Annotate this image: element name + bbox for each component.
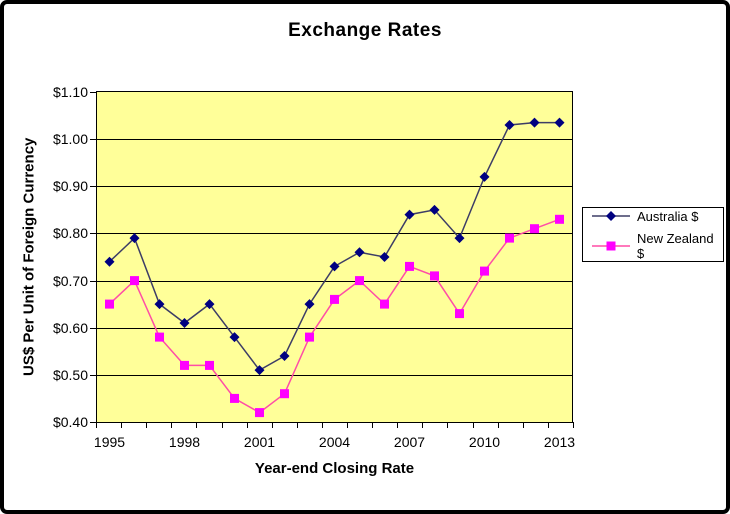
legend-item-australia: Australia $ — [592, 209, 723, 224]
new-zealand-marker-2001 — [255, 408, 264, 418]
diamond-marker-icon — [606, 211, 616, 221]
y-tick-label-0.90: $0.90 — [52, 178, 88, 194]
new-zealand-marker-2004 — [330, 294, 339, 304]
x-axis-tick — [548, 422, 549, 428]
x-axis-tick — [422, 422, 423, 428]
x-axis-tick — [322, 422, 323, 428]
square-marker-icon — [606, 241, 616, 250]
y-axis-tick — [90, 328, 96, 329]
legend: Australia $ New Zealand $ — [582, 207, 724, 262]
plot-area — [96, 91, 573, 423]
new-zealand-marker-2013 — [555, 214, 564, 224]
x-axis-tick — [272, 422, 273, 428]
x-axis-tick — [222, 422, 223, 428]
x-tick-label-2001: 2001 — [243, 434, 276, 450]
x-axis-tick — [372, 422, 373, 428]
australia-marker-1997 — [154, 299, 165, 310]
new-zealand-line — [108, 218, 560, 414]
new-zealand-marker-2008 — [430, 271, 439, 281]
x-tick-label-2007: 2007 — [393, 434, 426, 450]
new-zealand-marker-1998 — [180, 360, 189, 370]
x-axis-tick — [397, 422, 398, 428]
x-axis-tick — [473, 422, 474, 428]
x-axis-tick — [498, 422, 499, 428]
y-tick-label-1.00: $1.00 — [52, 131, 88, 147]
x-axis-tick — [297, 422, 298, 428]
australia-marker-2010 — [479, 171, 490, 182]
new-zealand-marker-1996 — [130, 276, 139, 286]
x-tick-label-2010: 2010 — [468, 434, 501, 450]
plot-svg — [97, 117, 572, 418]
new-zealand-marker-2007 — [405, 261, 414, 271]
new-zealand-marker-2009 — [455, 309, 464, 319]
australia-marker-2005 — [354, 247, 365, 258]
legend-item-label: New Zealand $ — [637, 230, 714, 261]
australia-marker-1998 — [179, 318, 190, 328]
new-zealand-marker-2005 — [355, 276, 364, 286]
y-axis-tick — [90, 92, 96, 93]
x-axis-tick — [171, 422, 172, 428]
australia-marker-2009 — [454, 233, 465, 244]
x-tick-label-1995: 1995 — [93, 434, 126, 450]
australia-marker-2000 — [229, 332, 240, 343]
chart-title: Exchange Rates — [288, 20, 442, 41]
y-axis-tick — [90, 186, 96, 187]
y-tick-label-0.70: $0.70 — [52, 273, 88, 289]
australia-marker-2003 — [304, 299, 315, 310]
y-axis-tick — [90, 139, 96, 140]
new-zealand-legend-swatch — [592, 241, 630, 250]
y-axis-tick — [90, 233, 96, 234]
x-tick-label-1998: 1998 — [168, 434, 201, 450]
x-axis-tick — [121, 422, 122, 428]
y-tick-label-0.40: $0.40 — [52, 414, 88, 430]
australia-marker-1995 — [104, 256, 115, 267]
x-axis-tick — [573, 422, 574, 428]
x-axis-tick — [146, 422, 147, 428]
australia-marker-1999 — [204, 299, 215, 310]
australia-marker-2013 — [554, 117, 565, 128]
x-axis-tick — [96, 422, 97, 428]
new-zealand-marker-2010 — [480, 266, 489, 276]
legend-item-label: Australia $ — [637, 208, 699, 224]
x-axis-tick — [196, 422, 197, 428]
new-zealand-marker-2012 — [530, 224, 539, 234]
australia-marker-2001 — [254, 365, 265, 376]
australia-marker-2002 — [279, 351, 290, 361]
y-tick-label-0.50: $0.50 — [52, 367, 88, 383]
x-axis-tick — [247, 422, 248, 428]
y-tick-label-1.10: $1.10 — [52, 84, 88, 100]
x-axis-tick — [347, 422, 348, 428]
new-zealand-marker-2000 — [230, 393, 239, 403]
new-zealand-marker-2011 — [505, 233, 514, 243]
x-axis-title: Year-end Closing Rate — [254, 460, 415, 477]
x-tick-label-2013: 2013 — [543, 434, 576, 450]
y-tick-label-0.80: $0.80 — [52, 225, 88, 241]
y-axis-tick — [90, 422, 96, 423]
new-zealand-marker-2002 — [280, 389, 289, 399]
new-zealand-marker-1995 — [105, 299, 114, 309]
new-zealand-marker-1999 — [205, 360, 214, 370]
australia-line — [108, 121, 560, 372]
x-axis-tick — [523, 422, 524, 428]
australia-marker-2006 — [379, 252, 390, 262]
australia-legend-swatch — [592, 211, 630, 221]
australia-marker-2004 — [329, 261, 340, 272]
x-tick-label-2004: 2004 — [318, 434, 351, 450]
australia-marker-2011 — [504, 120, 515, 130]
australia-marker-2007 — [404, 209, 415, 220]
y-axis-tick — [90, 281, 96, 282]
new-zealand-marker-2003 — [305, 332, 314, 342]
new-zealand-marker-2006 — [380, 299, 389, 309]
x-axis-tick — [447, 422, 448, 428]
australia-marker-2012 — [529, 117, 540, 128]
new-zealand-marker-1997 — [155, 332, 164, 342]
y-axis-tick — [90, 375, 96, 376]
legend-item-new-zealand: New Zealand $ — [592, 231, 723, 261]
australia-marker-2008 — [429, 204, 440, 215]
y-tick-label-0.60: $0.60 — [52, 320, 88, 336]
australia-marker-1996 — [129, 233, 140, 244]
